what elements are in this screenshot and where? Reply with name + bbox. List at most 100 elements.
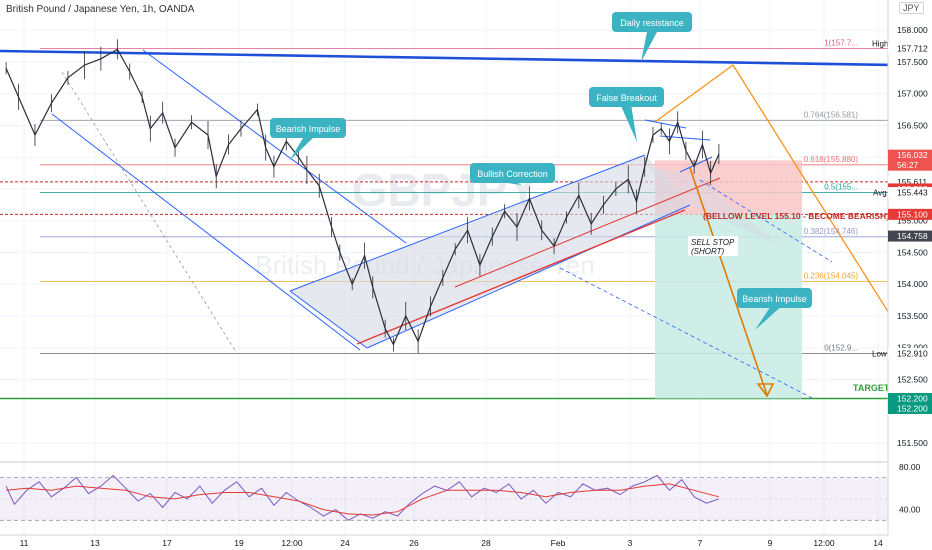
dashed-projection	[699, 179, 833, 263]
axis-price-badge	[888, 149, 932, 161]
axis-price-badge-text: 157.712	[897, 43, 928, 53]
bullish-red-line	[356, 209, 686, 345]
price-tick-label: 151.500	[897, 438, 928, 448]
bearish-impulse-callout-1-box	[270, 118, 346, 138]
false-breakout-callout: False Breakout	[589, 87, 664, 142]
bullish-channel-fill	[290, 155, 690, 348]
daily-resistance-line	[0, 49, 893, 67]
price-line	[5, 48, 720, 346]
time-tick-label: 7	[698, 538, 703, 548]
bearish-impulse-callout-1-text: Bearish Impulse	[276, 124, 341, 134]
chart-annotations: Daily resistance Bearish Impulse False Bre…	[270, 12, 890, 393]
axis-price-badge-text: 155.100	[897, 209, 928, 219]
bullish-correction-callout-pointer	[507, 183, 522, 185]
daily-resistance-callout: Daily resistance	[612, 12, 692, 62]
axis-price-badge-text: 154.758	[897, 231, 928, 241]
price-tick-label: 153.000	[897, 343, 928, 353]
rsi-line	[5, 474, 720, 521]
axis-price-badge-text: 156.032	[897, 150, 928, 160]
time-tick-label: 19	[234, 538, 244, 548]
axis-background	[888, 0, 932, 550]
bearish-impulse-callout-2-text: Bearish Impulse	[742, 294, 807, 304]
price-tick-label: 157.500	[897, 57, 928, 67]
descending-channel-upper	[142, 49, 407, 244]
low-label: Low	[872, 349, 887, 358]
time-tick-label: 26	[409, 538, 419, 548]
price-series	[5, 39, 720, 354]
time-tick-label: 17	[162, 538, 172, 548]
bearish-arrow-path	[689, 167, 768, 396]
sell-stop-label: SELL STOP(SHORT)	[688, 236, 738, 256]
time-tick-label: 9	[768, 538, 773, 548]
target-label: TARGET	[853, 383, 890, 393]
bearish-impulse-callout-1-pointer	[290, 138, 313, 160]
time-tick-label: 12:00	[281, 538, 303, 548]
chart-title: British Pound / Japanese Yen, 1h, OANDA	[6, 4, 195, 15]
avg-label: Avg	[873, 189, 887, 198]
false-breakout-callout-box	[589, 87, 664, 107]
price-tick-label: 158.000	[897, 25, 928, 35]
axis-price-badge	[888, 187, 932, 199]
sell-stop-box	[688, 236, 738, 256]
fib-level-label: 0.382(154.746)	[804, 227, 859, 236]
time-tick-label: 14	[873, 538, 883, 548]
rsi-panel	[0, 461, 888, 521]
axis-price-badge	[888, 230, 932, 242]
time-tick-label: 13	[90, 538, 100, 548]
rsi-tick-label: 80.00	[899, 462, 921, 472]
chart-drawings: 1(157.7... 0.764(156.581) 0.618(155.880) 0.…	[0, 38, 893, 400]
fib-level-label: 0.5(155...	[824, 183, 858, 192]
axis-price-badge-text: 152.200	[897, 394, 928, 404]
descending-channel-lower	[51, 113, 361, 351]
bearish-impulse-callout-2: Bearish Impulse	[737, 288, 812, 330]
axis-price-badge	[888, 42, 932, 54]
bullish-correction-callout: Bullish Correction	[470, 163, 555, 185]
daily-resistance-callout-box	[612, 12, 692, 32]
bearish-impulse-callout-2-pointer	[755, 308, 780, 330]
fib-level-label: 0.764(156.581)	[804, 110, 859, 119]
bearish-arrow-head	[756, 383, 775, 398]
bullish-red-line	[454, 177, 721, 288]
sell-stop-text-2: (SHORT)	[691, 247, 725, 256]
axis-price-badge-text: 155.443	[897, 188, 928, 198]
price-tick-label: 157.000	[897, 89, 928, 99]
bearish-level-note: (BELLOW LEVEL 155.10 - BECOME BEARISH)	[703, 211, 889, 221]
daily-resistance-callout-pointer	[641, 32, 657, 62]
price-tick-label: 153.500	[897, 311, 928, 321]
rsi-tick-label: 40.00	[899, 505, 921, 515]
time-tick-label: 28	[481, 538, 491, 548]
time-tick-label: 11	[20, 538, 29, 548]
axis-price-badge	[888, 393, 932, 404]
axis-price-badge	[888, 159, 932, 171]
dashed-trend	[61, 71, 237, 353]
fib-level-label: 0.618(155.880)	[804, 155, 859, 164]
time-tick-label: 12:00	[813, 538, 835, 548]
axis-price-badge	[888, 208, 932, 220]
fib-level-label: 0.236(154.045)	[804, 271, 859, 280]
high-label: High	[872, 39, 888, 48]
axis-price-badge-text: 155.611	[897, 177, 927, 187]
breakout-line	[659, 135, 711, 141]
false-breakout-callout-text: False Breakout	[596, 93, 657, 103]
price-tick-label: 156.500	[897, 120, 928, 130]
false-breakout-callout-pointer	[621, 107, 637, 142]
time-tick-label: Feb	[551, 538, 566, 548]
axis-price-badge-text: 152.200	[897, 404, 928, 414]
currency-badge[interactable]: JPY	[899, 2, 924, 14]
axis-price-badge	[888, 347, 932, 359]
time-axis-background	[0, 535, 932, 550]
bearish-impulse-callout-1: Bearish Impulse	[270, 118, 346, 160]
price-tick-label: 155.000	[897, 216, 928, 226]
axis-price-badge	[888, 403, 932, 414]
price-tick-label: 154.500	[897, 247, 928, 257]
rsi-band	[0, 477, 888, 521]
sell-stop-text: SELL STOP	[691, 238, 735, 247]
time-tick-label: 3	[628, 538, 633, 548]
bullish-correction-callout-text: Bullish Correction	[477, 169, 548, 179]
price-tick-label: 152.500	[897, 374, 928, 384]
channel-edge-line	[289, 290, 368, 349]
rsi-ma-line	[6, 483, 720, 516]
fib-level-label: 0(152.9...	[824, 343, 858, 352]
